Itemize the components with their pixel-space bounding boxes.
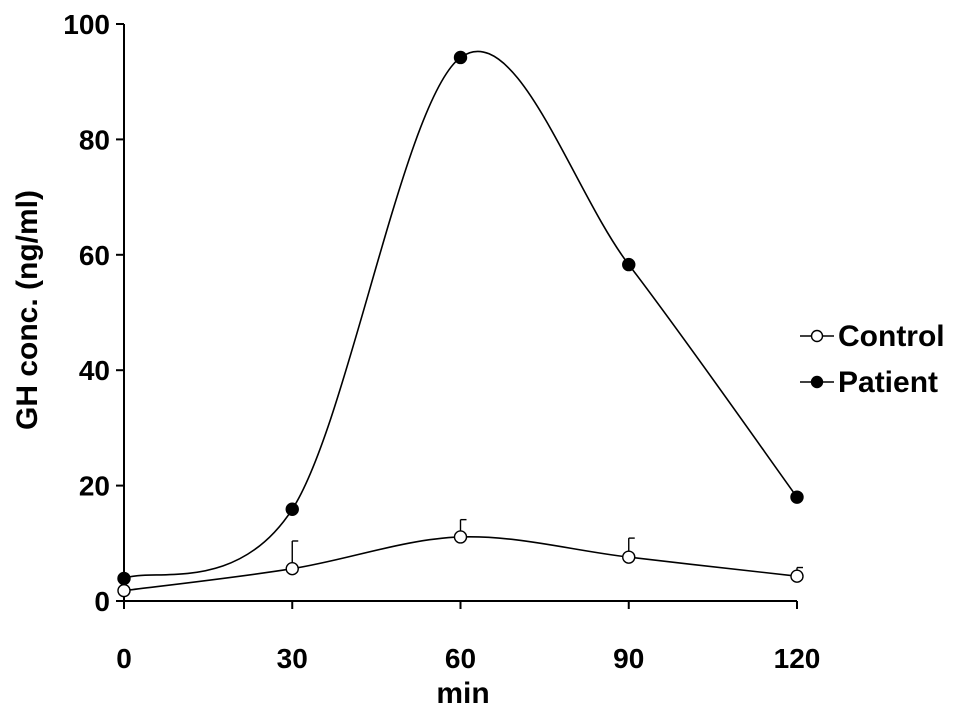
x-tick-label: 60	[445, 643, 476, 674]
x-tick-label: 120	[774, 643, 821, 674]
y-tick-label: 40	[79, 355, 110, 386]
x-axis-title: min	[436, 677, 489, 710]
data-point-patient	[622, 257, 636, 272]
series-line-control	[123, 535, 798, 592]
y-tick-label: 20	[79, 471, 110, 502]
axes	[123, 24, 797, 602]
data-point-control	[117, 583, 131, 598]
x-ticks: 0 30 60 90 120	[116, 601, 820, 674]
data-point-patient	[790, 490, 804, 504]
legend: Control Patient	[800, 320, 945, 399]
y-tick-label: 0	[94, 586, 110, 617]
data-point-control	[285, 561, 299, 576]
series-patient	[117, 50, 804, 586]
series-line-patient	[123, 50, 798, 580]
series-layer	[117, 50, 804, 598]
y-tick-label: 80	[79, 124, 110, 155]
data-point-patient	[285, 502, 299, 516]
legend-marker	[810, 329, 824, 343]
legend-item-patient: Patient	[800, 366, 938, 399]
x-tick-label: 0	[116, 643, 132, 674]
data-point-control	[622, 550, 636, 564]
data-point-control	[790, 569, 804, 583]
data-point-patient	[453, 50, 468, 65]
x-tick-label: 90	[613, 643, 644, 674]
y-tick-label: 60	[79, 240, 110, 271]
data-point-patient	[117, 571, 131, 586]
legend-item-control: Control	[800, 320, 945, 353]
legend-label: Patient	[838, 366, 938, 399]
y-tick-label: 100	[63, 9, 110, 40]
legend-label: Control	[838, 320, 945, 353]
data-point-control	[453, 530, 468, 544]
y-ticks: 0 20 40 60 80 100	[63, 9, 124, 617]
series-control	[117, 518, 804, 598]
y-axis-title: GH conc. (ng/ml)	[11, 190, 44, 430]
legend-marker	[810, 375, 824, 389]
x-tick-label: 30	[277, 643, 308, 674]
